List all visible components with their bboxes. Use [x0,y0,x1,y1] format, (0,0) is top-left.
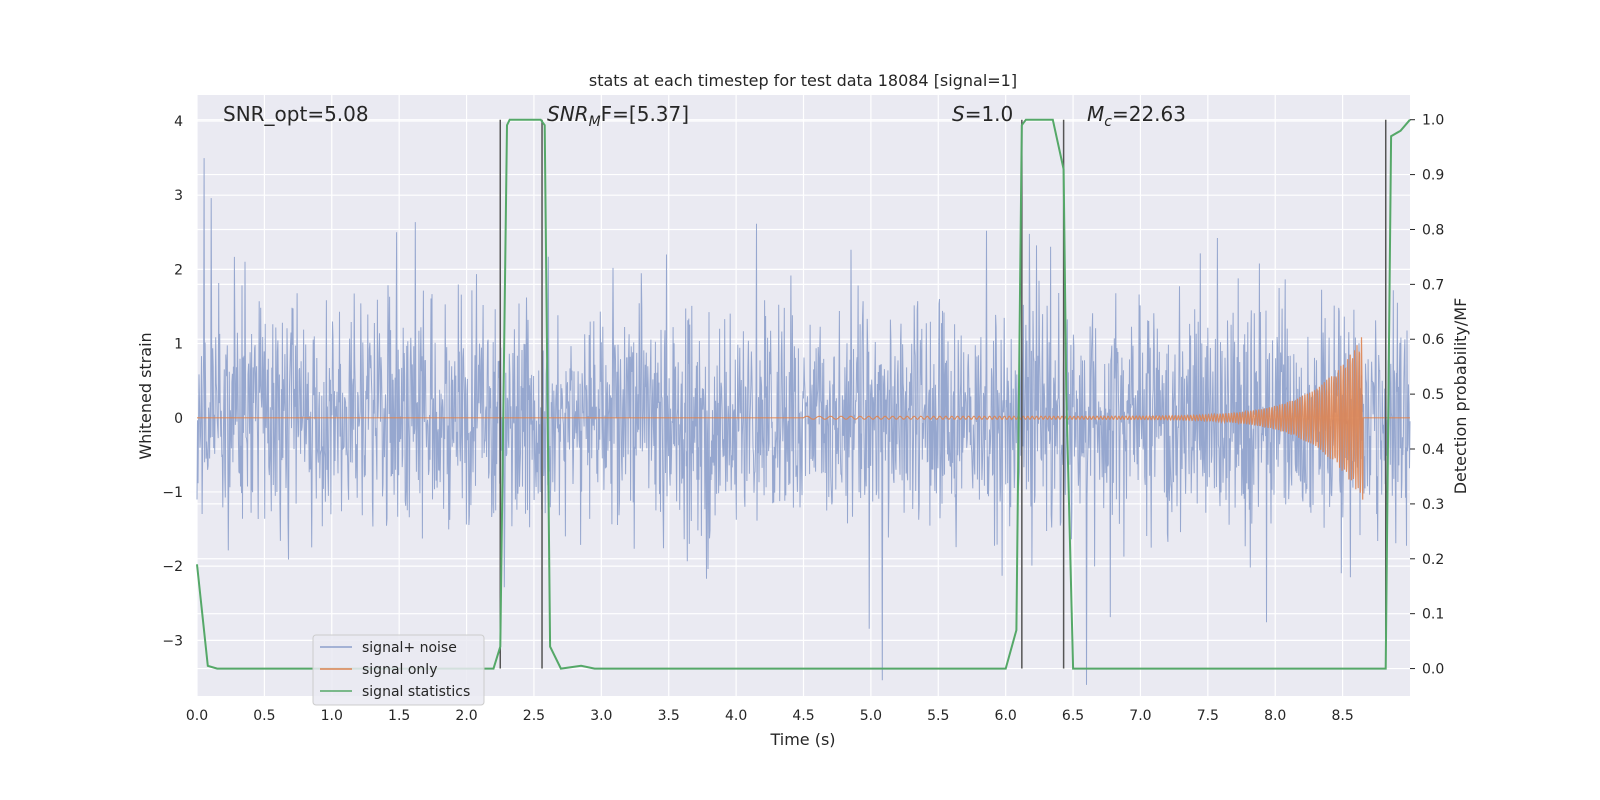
x-tick-label: 6.0 [995,708,1017,724]
annotation-mc-value: =22.63 [1112,102,1186,126]
y-tick-label: −3 [162,633,183,649]
legend-box [312,634,485,706]
y-tick-label: 0 [174,411,183,427]
x-tick-label: 7.0 [1129,708,1151,724]
y-tick-label: −1 [162,485,183,501]
x-tick-label: 5.5 [927,708,949,724]
x-tick-label: 1.5 [388,708,410,724]
x-axis-ticks: 0.0 0.5 1.0 1.5 2.0 2.5 3.0 3.5 4.0 4.5 5.0 5.5 6.0 6… [186,708,1354,724]
signal-statistics-line [196,118,1411,670]
x-tick-label: 7.5 [1197,708,1219,724]
annotation-mc-subscript: c [1104,114,1112,130]
x-tick-label: 0.5 [253,708,275,724]
annotation-mc-symbol: M [1087,102,1104,126]
annotation-snr-opt: SNR_opt=5.08 [223,102,369,126]
annotation-snr-mf-value: F=[5.37] [601,102,689,126]
annotation-snr-mf: SNRMF=[5.37] [547,102,689,130]
x-tick-label: 1.0 [321,708,343,724]
x-tick-label: 4.5 [792,708,814,724]
y-right-tick-label: 0.9 [1422,168,1444,184]
y-right-tick-label: 0.1 [1422,607,1444,623]
x-axis-label: Time (s) [769,730,835,749]
y-right-tick-label: 0.8 [1422,222,1444,238]
y-right-tick-label: 0.5 [1422,387,1444,403]
y-right-tick-label: 0.4 [1422,442,1444,458]
x-tick-label: 8.5 [1331,708,1353,724]
series-signal-statistics [196,118,1411,670]
legend-label-signal-only: signal only [362,662,437,678]
annotation-s: S=1.0 [952,102,1013,126]
y-axis-ticks: −3 −2 −1 0 1 2 3 4 [162,114,183,649]
y-right-tick-label: 0.7 [1422,277,1444,293]
chart-title: stats at each timestep for test data 180… [589,71,1017,90]
x-tick-label: 2.0 [455,708,477,724]
x-tick-label: 5.0 [860,708,882,724]
annotation-snr-mf-symbol: SNR [547,102,589,126]
legend: signal+ noise signal only signal statist… [312,634,485,706]
annotation-snr-mf-subscript: M [589,114,601,130]
x-tick-label: 6.5 [1062,708,1084,724]
annotation-s-symbol: S [952,102,965,126]
annotation-mc: Mc=22.63 [1087,102,1186,130]
x-tick-label: 2.5 [523,708,545,724]
x-tick-label: 8.0 [1264,708,1286,724]
y-tick-label: 1 [174,337,183,353]
y-right-tick-label: 1.0 [1422,113,1444,129]
y-tick-label: 2 [174,262,183,278]
signal-noise-line [196,158,1411,685]
y-tick-label: −2 [162,559,183,575]
x-tick-label: 0.0 [186,708,208,724]
y-tick-label: 3 [174,188,183,204]
annotation-s-value: =1.0 [965,102,1014,126]
x-tick-label: 3.5 [658,708,680,724]
y-axis-label: Whitened strain [136,332,155,459]
x-tick-label: 4.0 [725,708,747,724]
legend-label-signal-statistics: signal statistics [362,684,470,700]
y-right-axis-label: Detection probability/MF [1451,298,1470,495]
legend-label-signal-noise: signal+ noise [362,640,457,656]
y-right-tick-label: 0.0 [1422,662,1444,678]
series-signal-noise [196,158,1411,685]
y-right-tick-label: 0.6 [1422,332,1444,348]
x-tick-label: 3.0 [590,708,612,724]
y-right-tick-label: 0.3 [1422,497,1444,513]
y-right-tick-label: 0.2 [1422,552,1444,568]
signal-only-line [197,337,1410,500]
y-right-axis-ticks: 0.0 0.1 0.2 0.3 0.4 0.5 0.6 0.7 0.8 0.9 1.0 [1410,113,1444,678]
series-signal-only [197,337,1410,500]
y-tick-label: 4 [174,114,183,130]
